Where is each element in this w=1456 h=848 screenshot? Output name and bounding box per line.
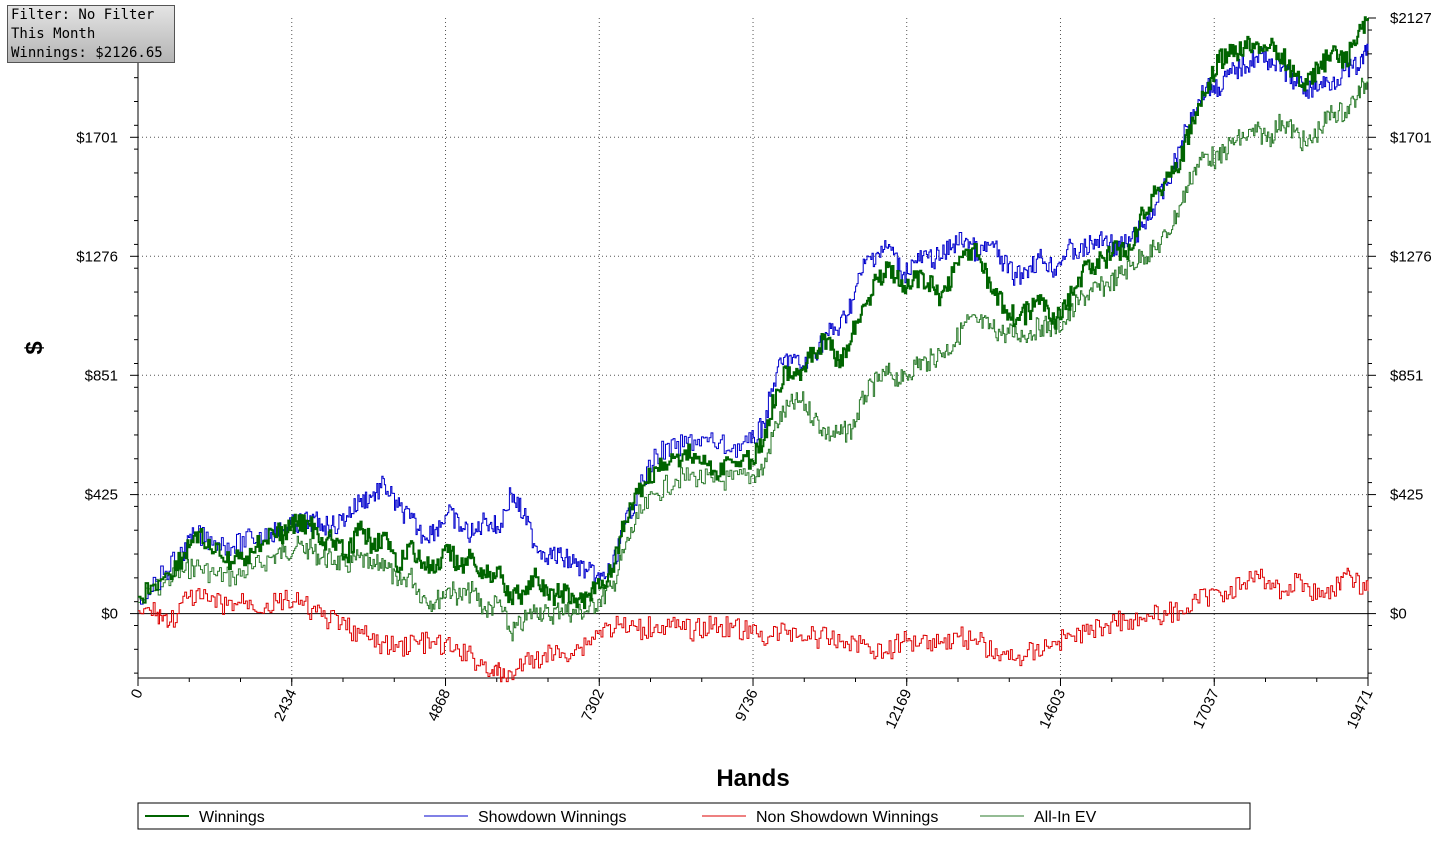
- x-tick-label: 2434: [271, 687, 301, 724]
- x-tick-label: 14603: [1036, 687, 1069, 732]
- y-tick-label-right: $1701: [1390, 129, 1432, 146]
- y-tick-label-right: $2127: [1390, 10, 1432, 27]
- y-tick-label-left: $425: [85, 487, 118, 504]
- y-tick-label-right: $1276: [1390, 248, 1432, 265]
- x-tick-label: 9736: [732, 687, 762, 724]
- filter-label: Filter: No Filter: [11, 7, 155, 23]
- x-tick-label: 19471: [1344, 687, 1377, 732]
- series-line-non-showdown-winnings: [138, 567, 1369, 683]
- legend-label: Showdown Winnings: [478, 809, 627, 826]
- y-axis-title: $: [21, 341, 48, 355]
- series-lines: [138, 16, 1369, 683]
- y-tick-label-left: $1276: [76, 248, 118, 265]
- axes: [130, 17, 1376, 686]
- legend: Winnings Showdown Winnings Non Showdown Wi…: [137, 802, 1251, 830]
- y-tick-label-left: $1701: [76, 129, 118, 146]
- legend-label: Winnings: [199, 809, 265, 826]
- x-tick-label: 12169: [882, 687, 915, 732]
- y-tick-label-right: $425: [1390, 487, 1423, 504]
- legend-label: Non Showdown Winnings: [756, 809, 938, 826]
- y-tick-label-left: $851: [85, 367, 118, 384]
- series-line-all-in-ev: [138, 77, 1369, 642]
- x-tick-label: 0: [128, 687, 147, 702]
- y-tick-label-left: $0: [101, 606, 118, 623]
- legend-label: All-In EV: [1034, 809, 1097, 826]
- y-tick-label-right: $0: [1390, 606, 1407, 623]
- period-label: This Month: [11, 26, 96, 42]
- tick-labels: 0 2434 4868 7302 9736 12169 14603 17037 19471 $0 $…: [76, 10, 1431, 732]
- winnings-label: Winnings: $2126.65: [11, 45, 163, 61]
- series-line-winnings: [138, 16, 1369, 610]
- x-tick-label: 4868: [425, 687, 455, 724]
- series-line-showdown-winnings: [138, 43, 1369, 605]
- x-tick-label: 17037: [1190, 687, 1223, 732]
- filter-info-box: Filter: No Filter This Month Winnings: $…: [7, 5, 175, 63]
- x-axis-title: Hands: [716, 765, 789, 792]
- y-tick-label-right: $851: [1390, 367, 1423, 384]
- grid-lines: [138, 18, 1368, 678]
- x-tick-label: 7302: [578, 687, 608, 724]
